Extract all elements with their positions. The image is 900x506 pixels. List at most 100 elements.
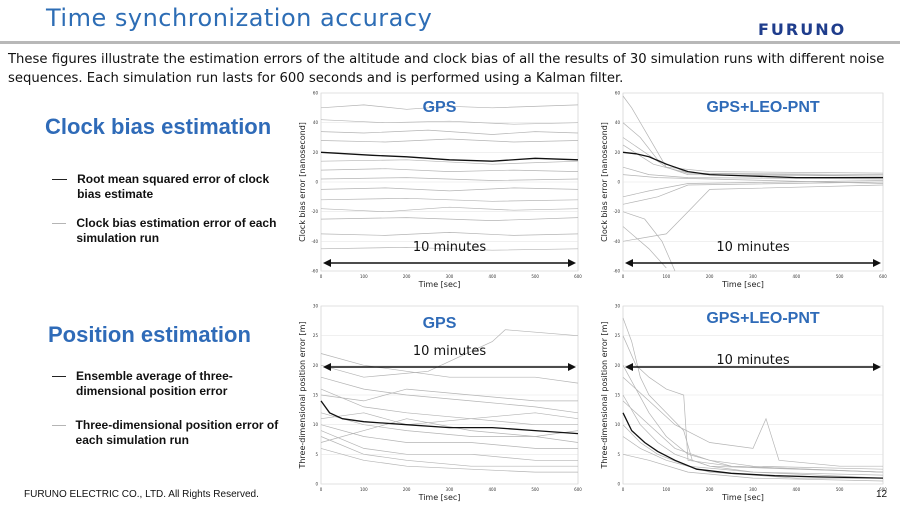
arrow-left-head-icon [625, 259, 633, 267]
duration-annotation: 10 minutes [716, 353, 790, 368]
run-series-line [622, 181, 884, 205]
x-tick-label: 400 [793, 487, 801, 492]
y-tick-label: 15 [313, 393, 319, 398]
run-series-line [320, 217, 579, 221]
page-number: 12 [876, 489, 888, 500]
x-tick-label: 500 [531, 274, 539, 279]
y-tick-label: -40 [311, 239, 318, 244]
x-tick-label: 0 [622, 487, 625, 492]
run-series-line [320, 119, 579, 125]
x-tick-label: 300 [749, 274, 757, 279]
y-axis-label: Three-dimensional position error [m] [298, 321, 307, 469]
y-tick-label: 60 [615, 91, 621, 96]
run-series-line [320, 159, 579, 165]
legend-pos-runs-label: Three-dimensional position error of each… [75, 418, 279, 447]
run-series-line [622, 317, 884, 476]
mean-series-line [320, 400, 579, 435]
y-axis-label: Clock bias error [nanosecond] [298, 122, 307, 242]
run-series-line [320, 187, 579, 192]
x-tick-label: 400 [489, 274, 497, 279]
run-series-line [320, 388, 578, 426]
position-section-heading: Position estimation [48, 322, 251, 347]
run-series-line [320, 329, 579, 378]
legend-pos-runs: Three-dimensional position error of each… [52, 418, 292, 448]
x-tick-label: 0 [622, 274, 625, 279]
y-tick-label: -20 [613, 209, 620, 214]
y-tick-label: 0 [617, 180, 620, 185]
y-tick-label: 20 [615, 363, 621, 368]
y-tick-label: 30 [313, 304, 319, 309]
y-tick-label: 60 [313, 91, 319, 96]
run-series-line [320, 376, 579, 414]
run-series-line [320, 177, 579, 181]
y-tick-label: 10 [615, 422, 621, 427]
legend-clock-runs: Clock bias estimation error of each simu… [52, 216, 282, 246]
intro-text: These figures illustrate the estimation … [8, 52, 885, 86]
x-tick-label: 300 [446, 487, 454, 492]
x-tick-label: 500 [531, 487, 539, 492]
run-series-line [320, 232, 579, 236]
x-tick-label: 600 [879, 274, 887, 279]
duration-annotation: 10 minutes [413, 344, 487, 359]
run-series-line [320, 197, 579, 202]
duration-annotation: 10 minutes [413, 240, 487, 255]
arrow-right-head-icon [568, 363, 576, 371]
run-series-line [320, 412, 579, 426]
run-series-line [622, 184, 884, 242]
y-tick-label: 5 [315, 452, 318, 457]
arrow-left-head-icon [323, 363, 331, 371]
x-axis-label: Time [sec] [418, 493, 461, 502]
arrow-right-head-icon [568, 259, 576, 267]
x-axis-label: Time [sec] [418, 280, 461, 289]
run-series-line [320, 430, 578, 461]
run-series-line [320, 246, 579, 251]
x-tick-label: 200 [403, 487, 411, 492]
run-series-line [320, 448, 578, 473]
y-tick-label: 15 [615, 393, 621, 398]
run-series-line [622, 174, 884, 184]
x-tick-label: 100 [360, 487, 368, 492]
y-tick-label: -40 [613, 239, 620, 244]
legend-mean-line [52, 376, 67, 377]
run-series-line [622, 400, 884, 470]
clock-section-heading: Clock bias estimation [45, 114, 272, 139]
run-series-line [622, 211, 676, 272]
x-tick-label: 500 [836, 487, 844, 492]
footer-copyright: FURUNO ELECTRIC CO., LTD. All Rights Res… [24, 489, 259, 500]
x-axis-label: Time [sec] [721, 493, 764, 502]
y-tick-label: 0 [315, 482, 318, 487]
x-tick-label: 600 [879, 487, 887, 492]
run-series-line [320, 129, 579, 135]
chart-title: GPS+LEO-PNT [706, 99, 820, 116]
run-series-line [320, 412, 579, 443]
x-tick-label: 400 [793, 274, 801, 279]
x-tick-label: 100 [663, 274, 671, 279]
mean-series-line [622, 151, 883, 179]
mean-series-line [320, 151, 579, 162]
x-tick-label: 600 [574, 487, 582, 492]
run-series-line [320, 168, 579, 172]
furuno-logo: FURUNO [758, 20, 847, 39]
y-tick-label: 20 [615, 150, 621, 155]
y-tick-label: 0 [617, 482, 620, 487]
run-series-line [622, 394, 884, 473]
legend-mean-line [52, 179, 68, 180]
run-series-line [320, 436, 578, 467]
x-tick-label: 100 [663, 487, 671, 492]
y-tick-label: -60 [613, 269, 620, 274]
chart-title: GPS [423, 315, 457, 332]
arrow-right-head-icon [873, 259, 881, 267]
arrow-right-head-icon [873, 363, 881, 371]
x-tick-label: 600 [574, 274, 582, 279]
run-series-line [622, 226, 667, 269]
run-series-line [622, 122, 884, 175]
y-tick-label: 30 [615, 304, 621, 309]
y-tick-label: 25 [615, 333, 621, 338]
legend-clock-rms: Root mean squared error of clock bias es… [52, 172, 282, 202]
x-tick-label: 200 [403, 274, 411, 279]
y-axis-label: Clock bias error [nanosecond] [600, 122, 609, 242]
run-series-line [320, 418, 579, 443]
